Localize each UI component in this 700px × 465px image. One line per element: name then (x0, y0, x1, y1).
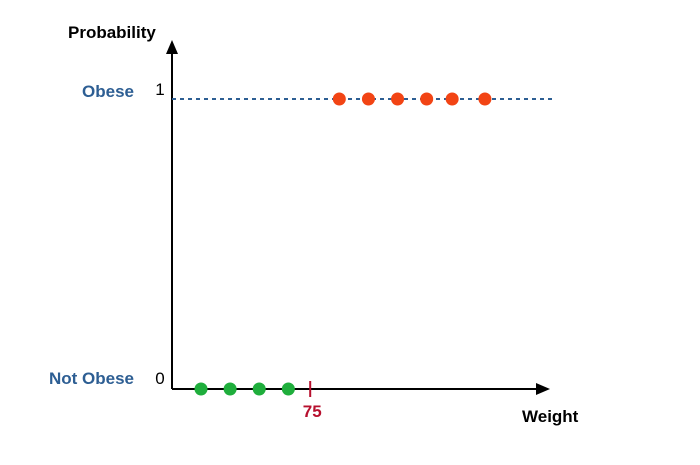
threshold-label: 75 (303, 402, 322, 421)
axes (166, 40, 550, 395)
data-point (332, 92, 346, 106)
y-tick-label: 0 (155, 369, 164, 388)
y-axis-title: Probability (68, 23, 156, 42)
x-axis-arrow (536, 383, 550, 395)
data-point (445, 92, 459, 106)
data-point (391, 92, 405, 106)
data-point (194, 382, 208, 396)
x-axis-title: Weight (522, 407, 579, 426)
data-point (252, 382, 266, 396)
data-points (194, 92, 492, 396)
data-point (478, 92, 492, 106)
data-point (361, 92, 375, 106)
y-axis-arrow (166, 40, 178, 54)
y-tick-label: 1 (155, 80, 164, 99)
guide-lines (172, 98, 552, 397)
data-point (420, 92, 434, 106)
data-point (223, 382, 237, 396)
class-label: Obese (82, 82, 134, 101)
class-label: Not Obese (49, 369, 134, 388)
labels: 75 Probability Weight 0 Not Obese 1 Obese (49, 23, 579, 426)
data-point (281, 382, 295, 396)
